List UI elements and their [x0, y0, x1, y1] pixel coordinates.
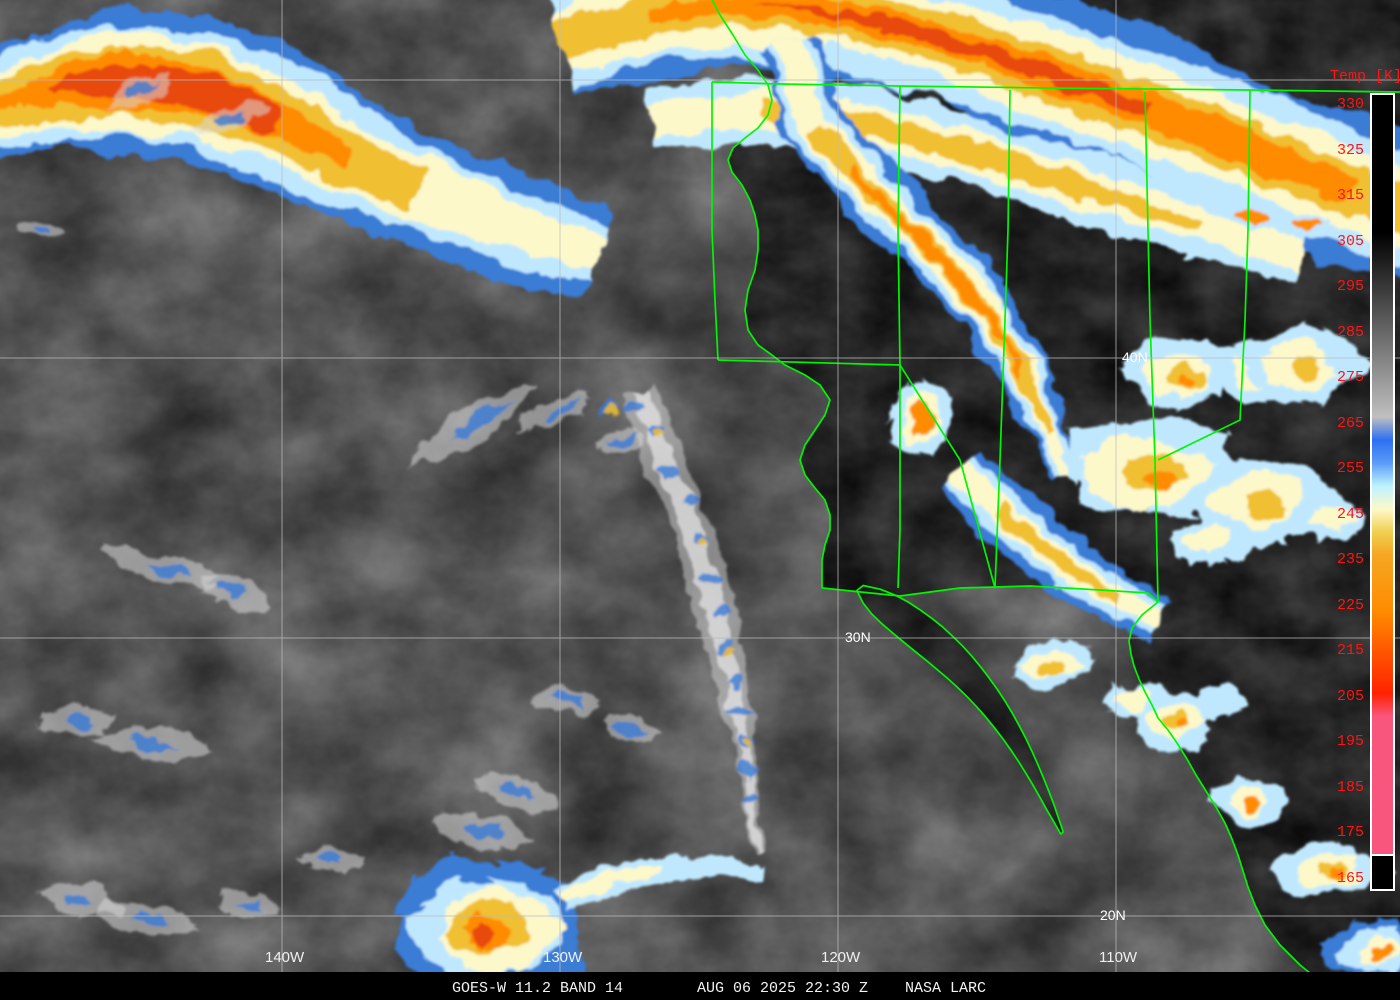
- svg-text:275: 275: [1337, 369, 1364, 386]
- svg-text:315: 315: [1337, 187, 1364, 204]
- svg-text:AUG 06 2025 22:30 Z: AUG 06 2025 22:30 Z: [697, 980, 868, 997]
- svg-text:195: 195: [1337, 733, 1364, 750]
- svg-text:265: 265: [1337, 415, 1364, 432]
- svg-text:130W: 130W: [543, 949, 583, 966]
- svg-text:NASA LARC: NASA LARC: [905, 980, 986, 997]
- svg-text:40N: 40N: [1122, 349, 1148, 365]
- svg-text:225: 225: [1337, 597, 1364, 614]
- svg-text:235: 235: [1337, 551, 1364, 568]
- svg-text:245: 245: [1337, 506, 1364, 523]
- svg-text:30N: 30N: [845, 629, 871, 645]
- svg-text:165: 165: [1337, 870, 1364, 887]
- svg-text:175: 175: [1337, 824, 1364, 841]
- svg-text:295: 295: [1337, 278, 1364, 295]
- svg-text:205: 205: [1337, 688, 1364, 705]
- svg-text:325: 325: [1337, 142, 1364, 159]
- svg-text:GOES-W 11.2 BAND 14: GOES-W 11.2 BAND 14: [452, 980, 623, 997]
- svg-text:140W: 140W: [265, 949, 305, 966]
- svg-text:20N: 20N: [1100, 907, 1126, 923]
- svg-text:305: 305: [1337, 233, 1364, 250]
- svg-text:330: 330: [1337, 96, 1364, 113]
- svg-text:215: 215: [1337, 642, 1364, 659]
- svg-text:255: 255: [1337, 460, 1364, 477]
- svg-text:120W: 120W: [821, 949, 861, 966]
- svg-text:Temp [K]: Temp [K]: [1330, 68, 1400, 85]
- svg-text:185: 185: [1337, 779, 1364, 796]
- svg-text:110W: 110W: [1099, 949, 1138, 966]
- svg-text:285: 285: [1337, 324, 1364, 341]
